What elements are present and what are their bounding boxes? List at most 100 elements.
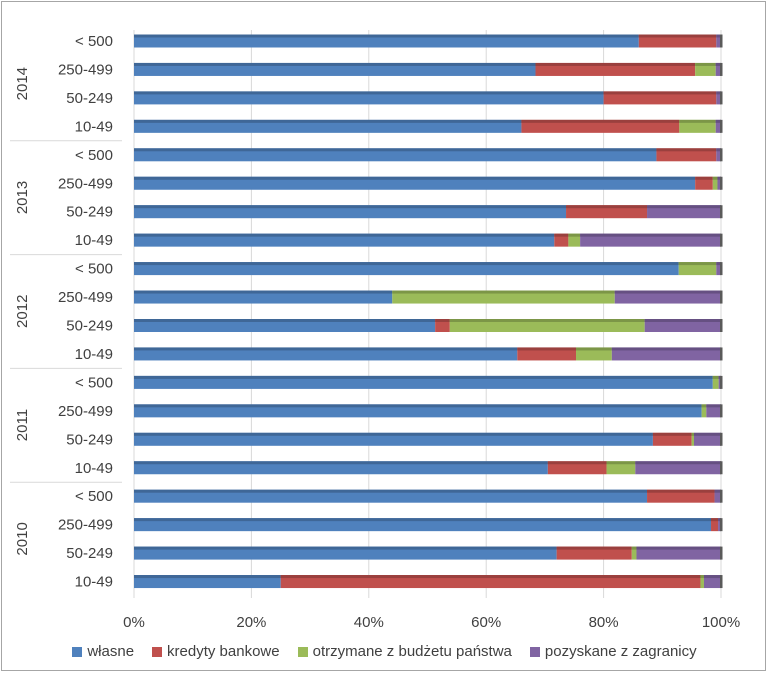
bar-segment-top xyxy=(134,205,567,209)
bar-segment-top xyxy=(712,375,719,379)
bar-end-cap xyxy=(720,205,723,219)
bar-segment xyxy=(449,319,645,332)
bar-segment xyxy=(566,205,648,219)
category-label: < 500 xyxy=(75,374,113,391)
bar-segment xyxy=(715,119,721,133)
bar-segment-top xyxy=(134,176,696,180)
legend-item: własne xyxy=(72,643,134,660)
category-label: 50-249 xyxy=(66,318,113,335)
bar-end-cap xyxy=(720,489,723,503)
bar-segment xyxy=(679,119,716,133)
bar-end-cap xyxy=(720,119,723,133)
bars xyxy=(134,34,723,589)
legend-swatch xyxy=(297,646,308,657)
year-label: 2014 xyxy=(14,67,31,100)
category-label: 50-249 xyxy=(66,545,113,562)
bar-segment xyxy=(656,148,717,162)
bar-segment xyxy=(695,62,716,76)
bar-segment-top xyxy=(715,119,721,123)
bar-segment-top xyxy=(134,432,653,436)
bar-segment xyxy=(134,347,518,361)
bar-segment-top xyxy=(716,262,721,266)
bar-segment-top xyxy=(614,290,721,294)
bar-end-cap xyxy=(720,518,723,532)
legend-swatch xyxy=(72,646,83,657)
legend-label: pozyskane z zagranicy xyxy=(544,643,697,660)
bar-end-cap xyxy=(720,148,723,162)
bar-segment-top xyxy=(568,233,581,237)
bar-segment xyxy=(716,148,721,162)
year-label: 2010 xyxy=(14,522,31,555)
bar-segment-top xyxy=(635,461,721,465)
bar-segment-top xyxy=(711,518,719,522)
category-label: 10-49 xyxy=(75,346,113,363)
year-label: 2013 xyxy=(14,181,31,214)
bar-segment-top xyxy=(134,233,555,237)
bar-segment xyxy=(647,489,715,503)
bar-segment-top xyxy=(556,546,632,550)
bar-segment xyxy=(611,347,721,361)
bar-segment-top xyxy=(714,489,721,493)
bar-segment-top xyxy=(706,404,721,408)
bar-segment-top xyxy=(644,319,721,322)
bar-segment-top xyxy=(652,432,692,436)
bar-segment-top xyxy=(134,461,548,465)
bar-end-cap xyxy=(720,546,723,560)
bar-segment xyxy=(717,176,721,190)
bar-segment xyxy=(134,91,604,105)
bar-segment-top xyxy=(715,62,721,66)
legend-item: otrzymane z budżetu państwa xyxy=(297,643,512,660)
bar-segment-top xyxy=(712,176,718,180)
bar-segment xyxy=(614,290,721,304)
bar-segment-top xyxy=(679,119,716,123)
bar-segment xyxy=(134,375,713,389)
bar-end-cap xyxy=(720,91,723,105)
bar-segment-top xyxy=(134,62,536,66)
category-label: 10-49 xyxy=(75,574,113,591)
bar-segment xyxy=(644,319,721,332)
legend-label: otrzymane z budżetu państwa xyxy=(312,643,512,660)
bar-segment xyxy=(134,518,712,532)
bar-segment-top xyxy=(691,432,694,436)
year-labels: 2014 2013 2012 2011 2010 xyxy=(10,67,122,556)
bar-segment xyxy=(134,262,679,276)
bar-segment xyxy=(631,546,637,560)
bar-segment-top xyxy=(718,375,721,379)
bar-segment-top xyxy=(134,34,639,38)
bar-segment-top xyxy=(521,119,680,123)
bar-segment xyxy=(712,375,719,389)
bar-segment xyxy=(716,34,721,48)
bar-segment-top xyxy=(134,262,679,266)
bar-segment-top xyxy=(717,176,721,180)
bar-segment xyxy=(134,233,555,247)
bar-segment xyxy=(547,461,607,475)
bar-segment-top xyxy=(134,489,648,493)
category-label: 50-249 xyxy=(66,431,113,448)
bar-segment-top xyxy=(435,319,450,322)
bar-segment xyxy=(134,319,436,332)
bar-end-cap xyxy=(720,404,723,418)
bar-segment xyxy=(134,489,648,503)
bar-segment-top xyxy=(535,62,696,66)
bar-segment xyxy=(134,205,567,219)
grid-lines xyxy=(133,30,722,598)
bar-segment xyxy=(718,375,721,389)
bar-end-cap xyxy=(720,375,723,389)
bar-segment-top xyxy=(449,319,645,322)
legend-swatch xyxy=(529,646,540,657)
category-label: 50-249 xyxy=(66,204,113,221)
bar-segment-top xyxy=(134,347,518,351)
bar-segment-top xyxy=(638,34,717,38)
x-tick-label: 80% xyxy=(589,614,619,631)
bar-segment xyxy=(134,290,393,304)
bar-segment-top xyxy=(554,233,569,237)
bar-segment xyxy=(706,404,721,418)
bar-segment-top xyxy=(695,62,716,66)
bar-segment-top xyxy=(134,319,436,322)
year-label: 2012 xyxy=(14,295,31,328)
bar-segment-top xyxy=(580,233,721,237)
legend-item: kredyty bankowe xyxy=(152,643,280,660)
bar-end-cap xyxy=(720,461,723,475)
bar-segment xyxy=(691,432,694,446)
